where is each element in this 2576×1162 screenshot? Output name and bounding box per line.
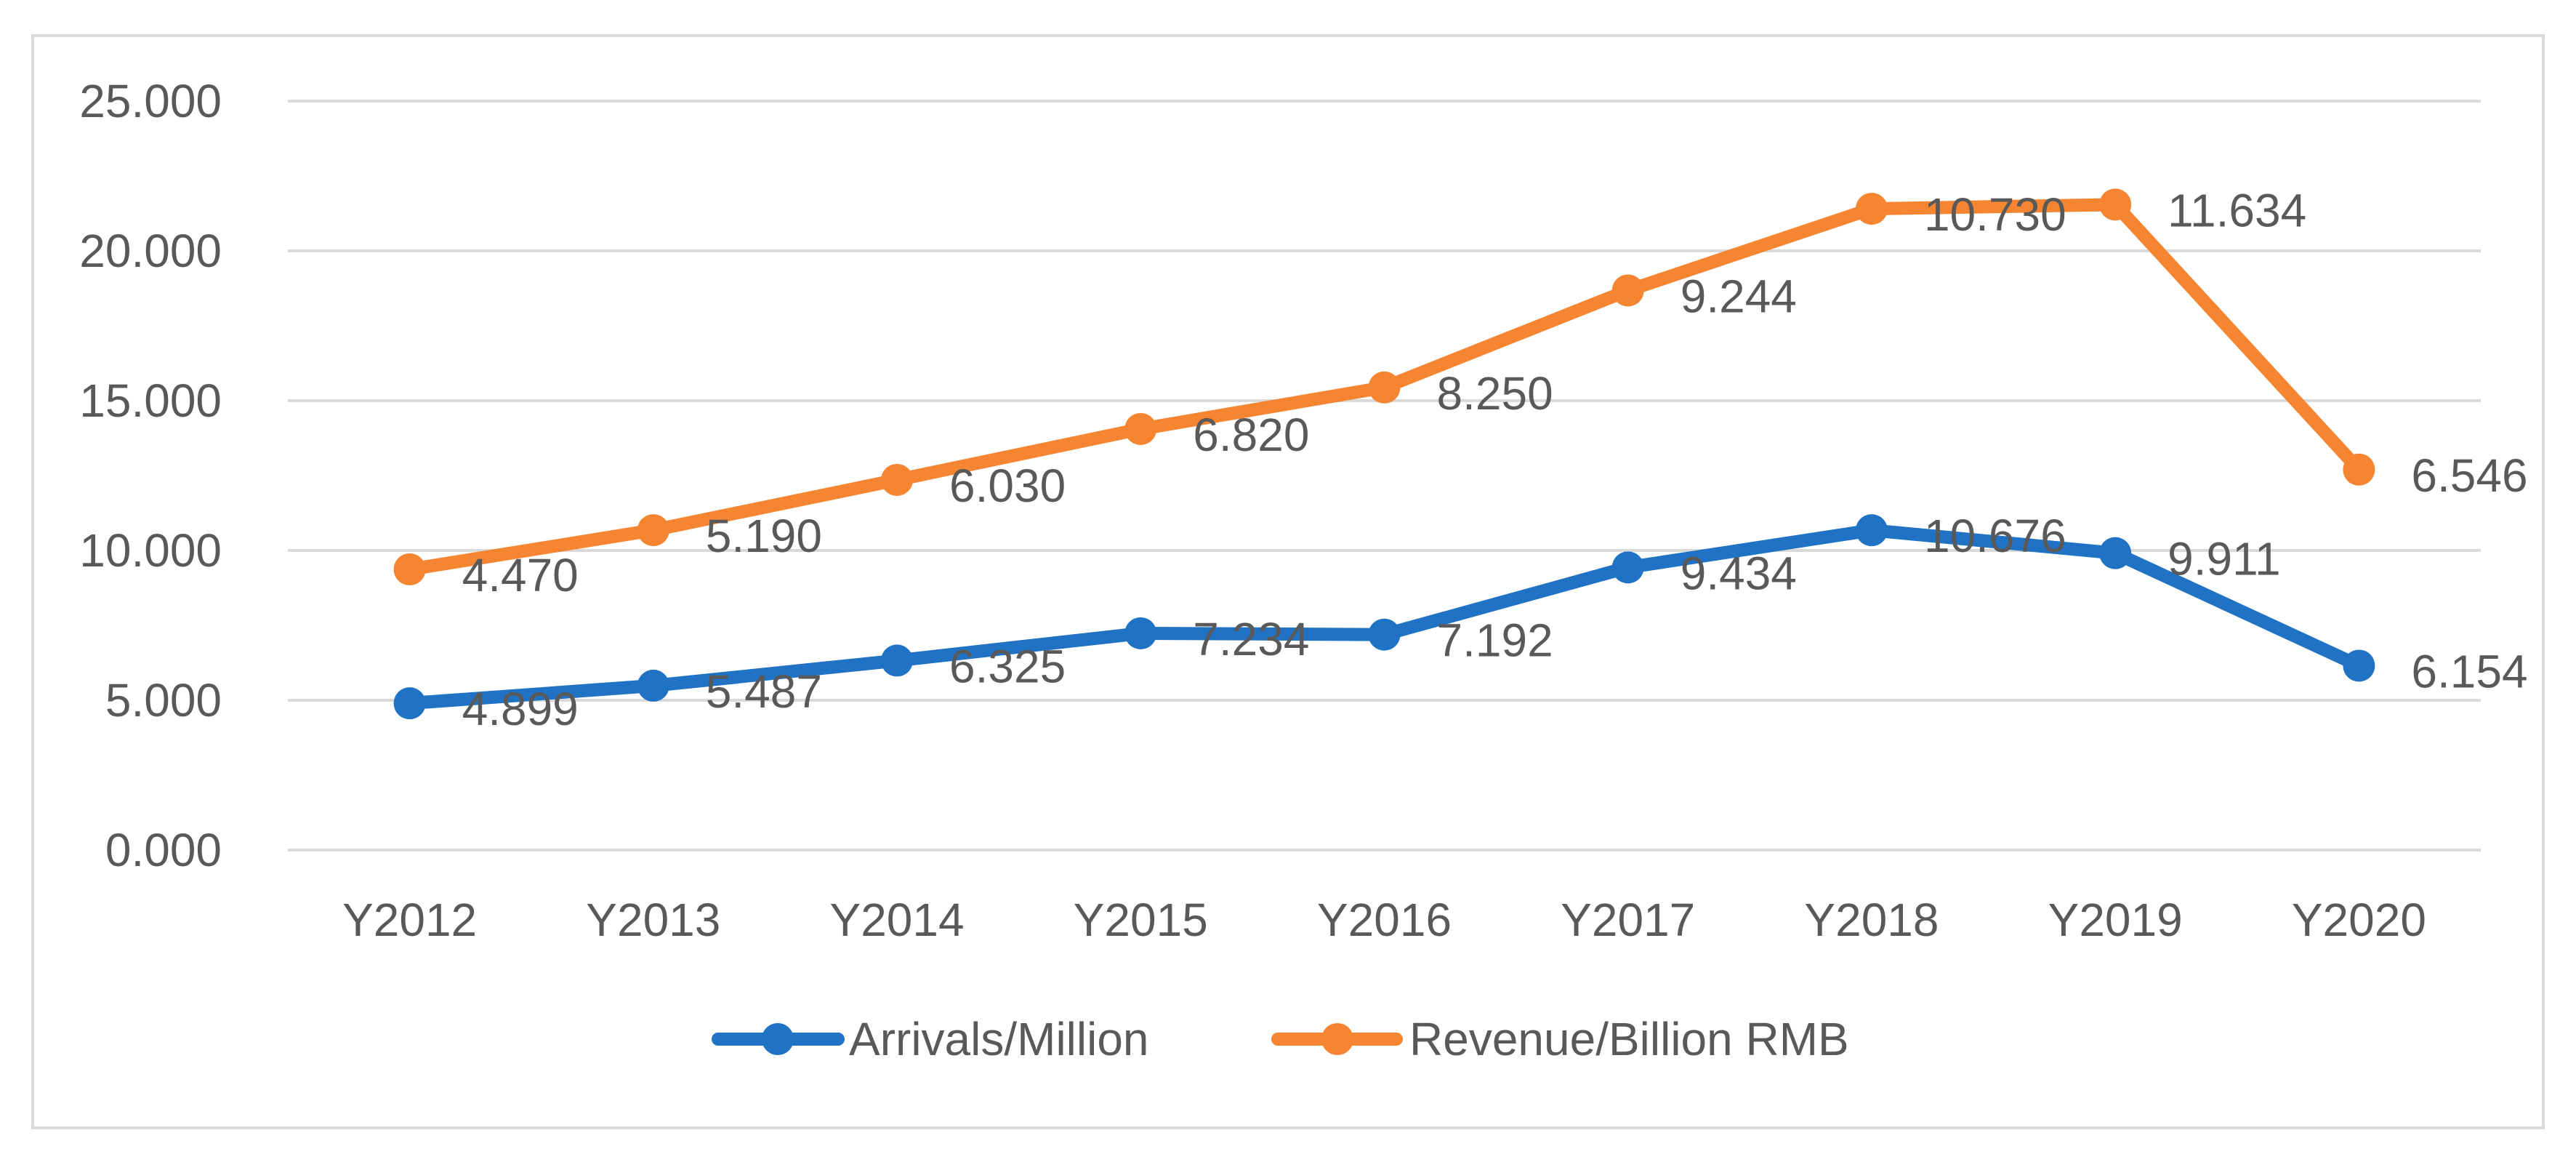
legend-label: Revenue/Billion RMB: [1409, 1013, 1849, 1065]
y-axis: 0.000 5.000 10.000 15.000 20.000 25.000: [79, 75, 222, 876]
x-tick-label: Y2017: [1561, 894, 1695, 946]
data-label-revenue: 10.730: [1924, 188, 2066, 241]
x-tick-label: Y2018: [1804, 894, 1939, 946]
x-tick-label: Y2019: [2048, 894, 2183, 946]
marker-revenue: [1368, 371, 1401, 404]
marker-revenue: [1611, 274, 1644, 307]
y-tick-label: 20.000: [79, 225, 222, 277]
marker-arrivals: [1611, 551, 1644, 584]
marker-revenue: [1124, 412, 1157, 445]
x-tick-label: Y2015: [1074, 894, 1208, 946]
marker-revenue: [1855, 193, 1888, 225]
data-label-arrivals: 6.325: [949, 640, 1066, 692]
x-tick-label: Y2013: [586, 894, 720, 946]
y-tick-label: 5.000: [105, 674, 222, 726]
data-label-arrivals: 10.676: [1924, 510, 2066, 562]
data-label-revenue: 8.250: [1437, 367, 1553, 420]
x-tick-label: Y2012: [342, 894, 477, 946]
marker-arrivals: [881, 644, 914, 677]
marker-revenue: [2099, 188, 2132, 221]
marker-arrivals: [2343, 649, 2375, 682]
data-label-arrivals: 6.154: [2411, 645, 2527, 697]
marker-arrivals: [1855, 514, 1888, 547]
data-label-arrivals: 9.911: [2168, 533, 2280, 585]
x-tick-label: Y2014: [830, 894, 965, 946]
marker-revenue: [637, 514, 669, 547]
data-label-arrivals: 9.434: [1681, 547, 1797, 599]
data-label-revenue: 5.190: [706, 510, 822, 562]
legend-label: Arrivals/Million: [849, 1013, 1149, 1065]
legend-item-arrivals: Arrivals/Million: [712, 1013, 1149, 1065]
series: [393, 188, 2375, 720]
data-label-arrivals: 7.234: [1193, 613, 1309, 665]
marker-revenue: [393, 553, 426, 585]
y-tick-label: 10.000: [79, 524, 222, 577]
marker-arrivals: [393, 687, 426, 720]
y-tick-label: 0.000: [105, 824, 222, 876]
data-label-revenue: 6.030: [949, 460, 1066, 512]
x-axis: Y2012 Y2013 Y2014 Y2015 Y2016 Y2017 Y2018 Y2019…: [342, 894, 2426, 946]
marker-arrivals: [2099, 537, 2132, 569]
data-labels: 4.899 5.487 6.325 7.234 7.192 9.434 10.676 9.91…: [462, 184, 2528, 735]
data-label-revenue: 9.244: [1681, 270, 1797, 322]
data-label-arrivals: 5.487: [706, 665, 822, 718]
x-tick-label: Y2020: [2292, 894, 2426, 946]
legend: Arrivals/Million Revenue/Billion RMB: [712, 1013, 1849, 1065]
y-tick-label: 25.000: [79, 75, 222, 127]
data-label-revenue: 6.820: [1193, 409, 1309, 461]
legend-swatch-marker: [1321, 1023, 1353, 1055]
legend-item-revenue: Revenue/Billion RMB: [1271, 1013, 1849, 1065]
legend-swatch-marker: [762, 1023, 794, 1055]
marker-revenue: [2343, 453, 2375, 486]
marker-arrivals: [637, 669, 669, 702]
y-tick-label: 15.000: [79, 374, 222, 427]
data-label-revenue: 6.546: [2411, 449, 2527, 502]
x-tick-label: Y2016: [1317, 894, 1452, 946]
marker-arrivals: [1368, 618, 1401, 651]
data-label-revenue: 4.470: [462, 549, 579, 601]
data-label-revenue: 11.634: [2168, 184, 2306, 236]
data-label-arrivals: 4.899: [462, 683, 579, 735]
data-label-arrivals: 7.192: [1437, 614, 1553, 667]
marker-revenue: [881, 463, 914, 496]
marker-arrivals: [1124, 617, 1157, 649]
